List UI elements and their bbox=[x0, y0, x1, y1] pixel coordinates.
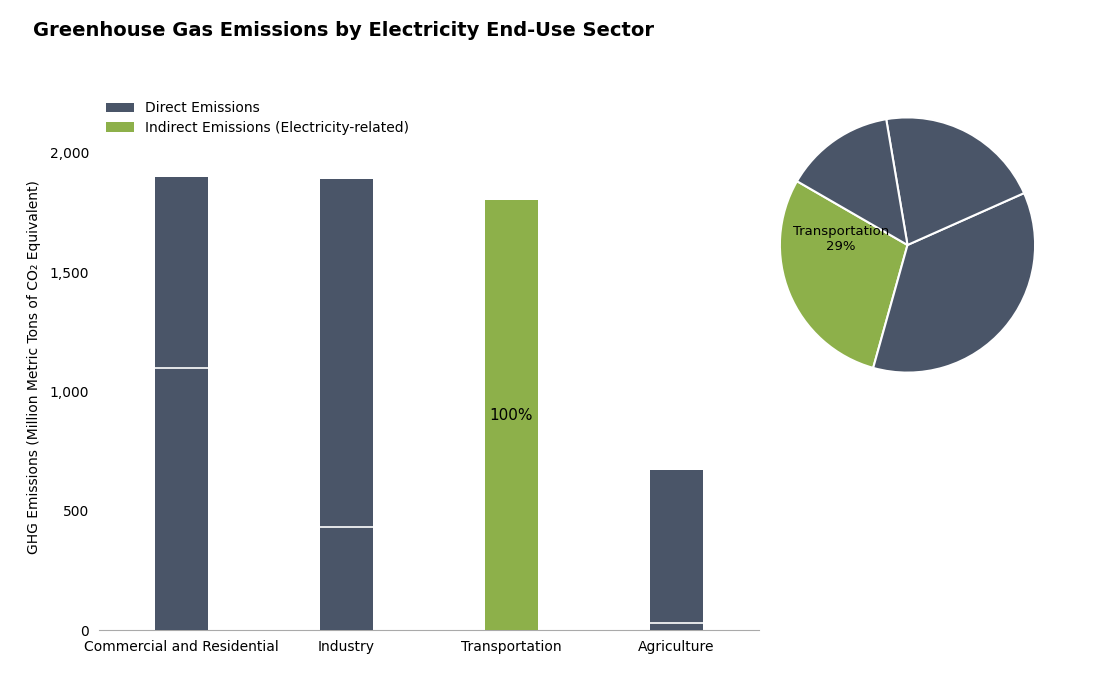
Legend: Direct Emissions, Indirect Emissions (Electricity-related): Direct Emissions, Indirect Emissions (El… bbox=[106, 102, 409, 135]
Wedge shape bbox=[780, 181, 908, 368]
Bar bbox=[485, 200, 538, 630]
Bar bbox=[320, 527, 373, 630]
Bar bbox=[155, 176, 208, 368]
Text: Greenhouse Gas Emissions by Electricity End-Use Sector: Greenhouse Gas Emissions by Electricity … bbox=[33, 21, 654, 40]
Bar bbox=[155, 368, 208, 630]
Wedge shape bbox=[873, 193, 1035, 372]
Text: Transportation
29%: Transportation 29% bbox=[793, 225, 889, 253]
Text: 100%: 100% bbox=[490, 407, 534, 423]
Y-axis label: GHG Emissions (Million Metric Tons of CO₂ Equivalent): GHG Emissions (Million Metric Tons of CO… bbox=[28, 181, 42, 554]
Bar bbox=[650, 470, 703, 623]
Wedge shape bbox=[798, 119, 908, 245]
Wedge shape bbox=[887, 118, 1024, 245]
Bar bbox=[650, 623, 703, 630]
Bar bbox=[320, 179, 373, 527]
